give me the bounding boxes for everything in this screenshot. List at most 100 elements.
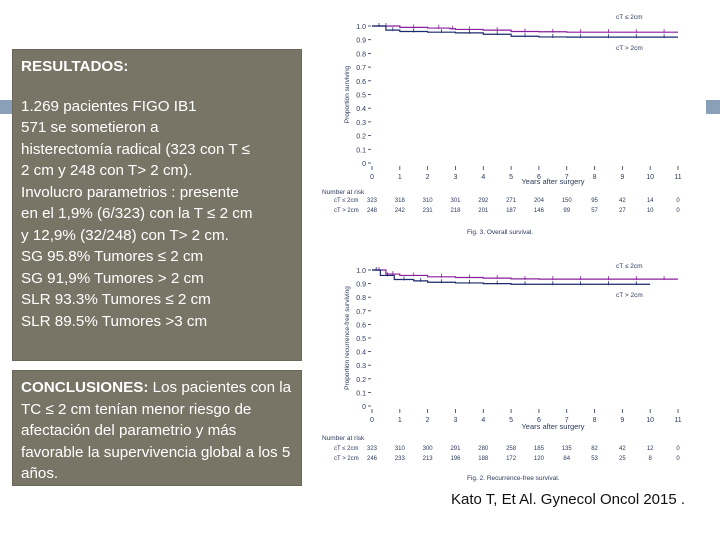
number-at-risk-value: 300 [423, 446, 434, 452]
x-tick-label: 2 [426, 174, 430, 181]
results-line: SLR 89.5% Tumores >3 cm [21, 312, 208, 330]
number-at-risk-row-label: cT > 2cm [334, 456, 359, 462]
number-at-risk-value: 188 [478, 456, 489, 462]
number-at-risk-value: 8 [649, 456, 653, 462]
x-tick-label: 6 [537, 174, 541, 181]
number-at-risk-value: 0 [676, 456, 680, 462]
number-at-risk-value: 196 [450, 456, 461, 462]
number-at-risk-value: 204 [534, 198, 545, 204]
number-at-risk-value: 292 [478, 198, 489, 204]
number-at-risk-value: 42 [619, 446, 626, 452]
number-at-risk-value: 12 [647, 446, 654, 452]
x-axis-label: Years after surgery [521, 422, 584, 431]
number-at-risk-value: 120 [534, 456, 545, 462]
number-at-risk-value: 0 [676, 208, 680, 214]
y-tick-label: 1.0 [356, 268, 366, 275]
x-tick-label: 0 [370, 174, 374, 181]
y-tick-label: 0.1 [356, 390, 366, 397]
number-at-risk-value: 213 [423, 456, 434, 462]
y-tick-label: 0.8 [356, 51, 366, 58]
y-axis-label: Proportion surviving [344, 65, 351, 123]
number-at-risk-value: 291 [450, 446, 461, 452]
number-at-risk-value: 231 [423, 208, 434, 214]
x-tick-label: 5 [509, 417, 513, 424]
number-at-risk-value: 258 [506, 446, 517, 452]
results-title: RESULTADOS: [21, 58, 129, 75]
y-axis-label: Proportion recurrence-free surviving [344, 286, 351, 390]
series-line-ct-large [372, 25, 678, 38]
figure-caption: Fig. 3. Overall survival. [467, 229, 533, 236]
number-at-risk-value: 271 [506, 198, 517, 204]
number-at-risk-value: 201 [478, 208, 489, 214]
citation: Kato T, Et Al. Gynecol Oncol 2015 . [451, 491, 686, 508]
legend-label-ct-large: cT > 2cm [616, 45, 643, 52]
number-at-risk-value: 301 [450, 198, 461, 204]
results-line: Involucro parametrios : presente [21, 183, 239, 201]
number-at-risk-value: 318 [395, 198, 406, 204]
results-lines: 1.269 pacientes FIGO IB1 571 se sometiero… [21, 96, 293, 333]
number-at-risk-value: 172 [506, 456, 517, 462]
number-at-risk-value: 242 [395, 208, 406, 214]
y-tick-label: 0.7 [356, 65, 366, 72]
number-at-risk-value: 233 [395, 456, 406, 462]
x-tick-label: 9 [620, 174, 624, 181]
number-at-risk-value: 135 [562, 446, 573, 452]
number-at-risk-value: 42 [619, 198, 626, 204]
number-at-risk-value: 10 [647, 208, 654, 214]
results-line: 1.269 pacientes FIGO IB1 [21, 97, 197, 115]
legend-label-ct-small: cT ≤ 2cm [616, 263, 643, 270]
number-at-risk-value: 280 [478, 446, 489, 452]
y-tick-label: 0.5 [356, 336, 366, 343]
y-tick-label: 0.9 [356, 38, 366, 45]
results-line: 2 cm y 248 con T> 2 cm). [21, 162, 193, 179]
series-line-ct-small [372, 25, 678, 33]
number-at-risk-title: Number at risk [322, 435, 365, 442]
number-at-risk-value: 82 [591, 446, 598, 452]
number-at-risk-value: 310 [423, 198, 434, 204]
y-tick-label: 0.2 [356, 377, 366, 384]
results-line: SG 95.8% Tumores ≤ 2 cm [21, 248, 204, 265]
results-line: histerectomía radical (323 con T ≤ [21, 140, 250, 158]
number-at-risk-title: Number at risk [322, 189, 365, 196]
number-at-risk-value: 0 [676, 198, 680, 204]
number-at-risk-row-label: cT > 2cm [334, 208, 359, 214]
series-line-ct-large [372, 269, 651, 285]
results-line: 571 se sometieron a [21, 119, 159, 136]
number-at-risk-value: 323 [367, 446, 378, 452]
number-at-risk-value: 99 [563, 208, 570, 214]
results-line: SLR 93.3% Tumores ≤ 2 cm [21, 291, 211, 308]
x-tick-label: 11 [674, 417, 681, 424]
accent-square-left [0, 100, 14, 114]
x-axis-label: Years after surgery [521, 177, 584, 186]
number-at-risk-value: 187 [506, 208, 517, 214]
legend-label-ct-large: cT > 2cm [616, 292, 643, 299]
number-at-risk-value: 248 [367, 208, 378, 214]
x-tick-label: 8 [593, 174, 597, 181]
number-at-risk-value: 95 [591, 198, 598, 204]
legend-label-ct-small: cT ≤ 2cm [616, 14, 643, 21]
x-tick-label: 3 [454, 174, 458, 181]
x-tick-label: 7 [565, 174, 569, 181]
conclusions-label: CONCLUSIONES: [21, 379, 149, 396]
figure-caption: Fig. 2. Recurrence-free survival. [467, 475, 560, 482]
x-tick-label: 1 [398, 174, 402, 181]
y-tick-label: 0.6 [356, 322, 366, 329]
number-at-risk-row-label: cT ≤ 2cm [334, 446, 359, 452]
conclusions-text: Los pacientes con la TC ≤ 2 cm tenían me… [21, 379, 292, 482]
x-tick-label: 0 [370, 417, 374, 424]
number-at-risk-value: 0 [676, 446, 680, 452]
x-tick-label: 4 [481, 174, 485, 181]
x-tick-label: 10 [646, 174, 654, 181]
x-tick-label: 2 [426, 417, 430, 424]
y-tick-label: 0.7 [356, 309, 366, 316]
y-tick-label: 0.4 [356, 350, 366, 357]
results-line: en el 1,9% (6/323) con la T ≤ 2 cm [21, 205, 253, 222]
x-tick-label: 9 [620, 417, 624, 424]
y-tick-label: 0.6 [356, 79, 366, 86]
x-tick-label: 10 [646, 417, 654, 424]
y-tick-label: 0.2 [356, 134, 366, 141]
number-at-risk-value: 53 [591, 456, 598, 462]
conclusions-panel: CONCLUSIONES: Los pacientes con la TC ≤ … [12, 370, 302, 486]
number-at-risk-row-label: cT ≤ 2cm [334, 198, 359, 204]
number-at-risk-value: 27 [619, 208, 626, 214]
